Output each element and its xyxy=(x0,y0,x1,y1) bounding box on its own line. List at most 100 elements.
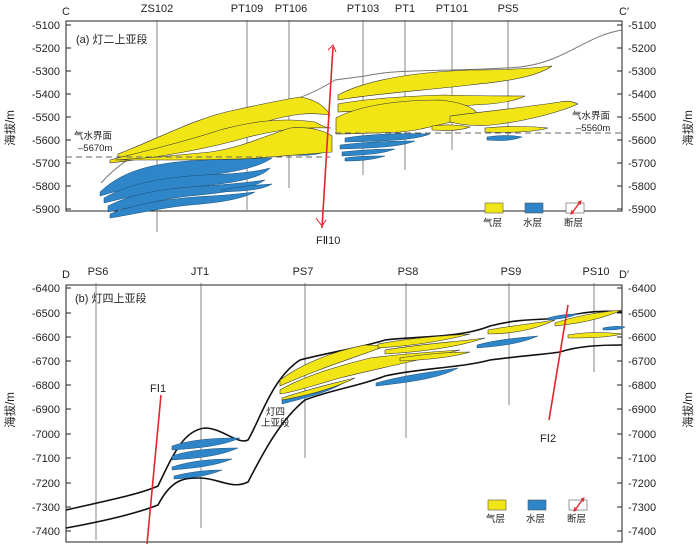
legend-fault-label: 断层 xyxy=(564,217,583,229)
panel-a-left-tick: -5400 xyxy=(32,89,60,101)
panel-a-gas-bodies-right xyxy=(335,65,579,135)
panel-b-left-tick: -7200 xyxy=(32,478,60,490)
panel-a-title: (a) 灯二上亚段 xyxy=(76,32,148,46)
panel-b-legend: 气层 水层 断层 xyxy=(486,497,588,525)
panel-b-left-end: D xyxy=(62,269,70,281)
panel-b: -6400 -6500 -6600 -6700 -6800 -6900 -700… xyxy=(3,266,695,545)
gwc-left-label-2: –5670m xyxy=(78,143,112,154)
panel-a-gas-bodies xyxy=(109,96,333,164)
panel-b-ylabel-left: 海拔/m xyxy=(3,392,17,428)
panel-a-left-end: C xyxy=(62,6,70,18)
panel-b-fault-f2 xyxy=(548,304,569,421)
panel-b-left-tick: -6800 xyxy=(32,380,60,392)
well-label: PS8 xyxy=(398,266,419,278)
panel-b-right-tick: -7000 xyxy=(628,429,656,441)
panel-b-right-tick: -6500 xyxy=(628,308,656,320)
legend-gas-swatch xyxy=(484,202,504,214)
well-label: PT109 xyxy=(231,3,263,15)
legend-water-swatch xyxy=(527,499,547,511)
well-label: PT1 xyxy=(395,3,415,15)
panel-b-left-tick: -7100 xyxy=(32,453,60,465)
panel-a-left-tick: -5600 xyxy=(32,135,60,147)
gwc-left-label-1: 气水界面 xyxy=(74,130,112,142)
panel-b-gas-bodies xyxy=(279,309,623,401)
legend-gas-label: 气层 xyxy=(486,513,505,525)
panel-b-right-tick: -7200 xyxy=(628,478,656,490)
panel-a-right-tick: -5100 xyxy=(628,20,656,32)
panel-b-bottom-boundary xyxy=(65,344,623,529)
panel-b-left-tick: -7400 xyxy=(32,526,60,538)
panel-a-left-tick: -5900 xyxy=(32,204,60,216)
panel-b-right-tick: -7300 xyxy=(628,502,656,514)
panel-b-axis-ticks xyxy=(66,287,622,532)
well-label: PS7 xyxy=(293,266,314,278)
panel-a-frame xyxy=(65,20,623,212)
panel-a-legend: 气层 水层 断层 xyxy=(483,200,585,229)
legend-water-swatch xyxy=(524,202,544,214)
panel-a-right-tick: -5300 xyxy=(628,66,656,78)
panel-b-title: (b) 灯四上亚段 xyxy=(75,291,147,305)
fault-label-fii10: FⅡ10 xyxy=(316,235,340,247)
panel-b-frame xyxy=(65,284,623,543)
panel-b-right-tick: -7100 xyxy=(628,453,656,465)
panel-b-right-tick: -6900 xyxy=(628,404,656,416)
unit-label-1: 灯四 xyxy=(266,407,285,418)
fault-label-fi2: FⅠ2 xyxy=(540,433,556,445)
panel-b-left-tick: -6500 xyxy=(32,308,60,320)
unit-label-2: 上亚段 xyxy=(261,417,290,429)
panel-a-right-tick: -5400 xyxy=(628,89,656,101)
panel-b-right-end: D′ xyxy=(619,269,629,281)
panel-a-left-tick: -5300 xyxy=(32,66,60,78)
well-label: PT106 xyxy=(275,3,307,15)
gwc-right-label-2: –5560m xyxy=(576,123,610,134)
well-label: ZS102 xyxy=(141,3,173,15)
legend-gas-swatch xyxy=(487,499,507,511)
panel-a-right-tick: -5200 xyxy=(628,43,656,55)
well-label: PS5 xyxy=(498,3,519,15)
well-label: PT101 xyxy=(436,3,468,15)
panel-a-left-tick: -5500 xyxy=(32,112,60,124)
panel-a-fault-line xyxy=(321,46,334,229)
panel-b-left-tick: -6400 xyxy=(32,283,60,295)
panel-b-left-tick: -6600 xyxy=(32,332,60,344)
panel-b-left-tick: -6700 xyxy=(32,356,60,368)
panel-a-right-tick: -5800 xyxy=(628,181,656,193)
panel-a-left-axis xyxy=(66,24,622,210)
well-label: PT103 xyxy=(347,3,379,15)
panel-a-left-tick: -5800 xyxy=(32,181,60,193)
fault-label-fi1: FⅠ1 xyxy=(150,383,166,395)
panel-a-water-bodies-right xyxy=(339,133,523,162)
legend-gas-label: 气层 xyxy=(483,217,502,229)
panel-b-left-tick: -7000 xyxy=(32,429,60,441)
panel-a-left-tick: -5200 xyxy=(32,43,60,55)
panel-a-left-tick: -5700 xyxy=(32,158,60,170)
gwc-right-label-1: 气水界面 xyxy=(572,110,610,122)
panel-b-right-tick: -6700 xyxy=(628,356,656,368)
panel-a: -5100 -5200 -5300 -5400 -5500 -5600 -570… xyxy=(3,3,695,247)
well-label: PS9 xyxy=(501,266,522,278)
panel-b-left-tick: -7300 xyxy=(32,502,60,514)
panel-b-fault-f1 xyxy=(146,394,162,545)
well-label: PS10 xyxy=(583,266,610,278)
panel-b-left-tick: -6900 xyxy=(32,404,60,416)
panel-a-ylabel-left: 海拔/m xyxy=(3,110,17,146)
panel-a-right-tick: -5900 xyxy=(628,204,656,216)
panel-b-right-tick: -6800 xyxy=(628,380,656,392)
legend-fault-label: 断层 xyxy=(567,513,586,525)
panel-a-fault-arrow xyxy=(327,44,337,53)
panel-a-right-tick: -5600 xyxy=(628,135,656,147)
panel-a-right-tick: -5500 xyxy=(628,112,656,124)
panel-a-right-end: C′ xyxy=(619,6,629,18)
panel-a-left-tick: -5100 xyxy=(32,20,60,32)
panel-a-right-tick: -5700 xyxy=(628,158,656,170)
well-label: PS6 xyxy=(88,266,109,278)
panel-b-top-boundary xyxy=(65,310,623,511)
panel-b-ylabel-right: 海拔/m xyxy=(681,392,695,428)
panel-b-right-tick: -6600 xyxy=(628,332,656,344)
panel-a-water-bodies xyxy=(99,150,329,219)
panel-b-right-tick: -7400 xyxy=(628,526,656,538)
legend-water-label: 水层 xyxy=(526,513,545,525)
panel-a-fault-arrow xyxy=(315,217,327,227)
panel-b-right-tick: -6400 xyxy=(628,283,656,295)
panel-a-ylabel-right: 海拔/m xyxy=(681,110,695,146)
